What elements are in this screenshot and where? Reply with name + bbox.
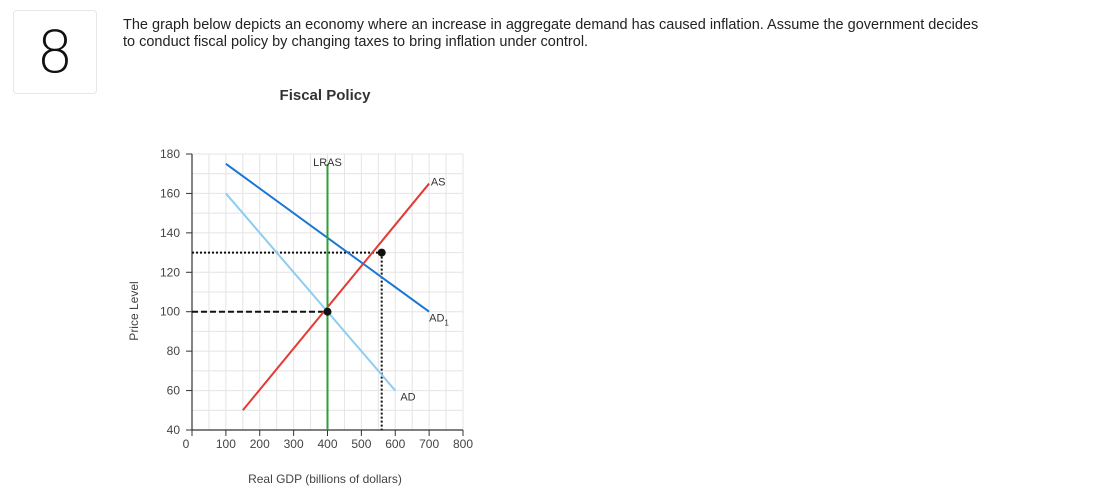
equilibrium-points <box>323 248 386 316</box>
y-tick-label: 180 <box>160 147 180 161</box>
x-tick-label: 800 <box>453 437 473 451</box>
curve-as <box>242 182 430 411</box>
question-number: 8 <box>13 10 97 94</box>
chart-series <box>225 163 430 430</box>
y-tick-label: 120 <box>160 265 180 279</box>
x-tick-label: 0 <box>183 437 190 451</box>
question-text-line-2: to conduct fiscal policy by changing tax… <box>123 34 589 50</box>
x-tick-label: 300 <box>284 437 304 451</box>
question-text: The graph below depicts an economy where… <box>123 17 1083 51</box>
curve-ad <box>225 192 397 392</box>
y-tick-label: 40 <box>167 423 181 437</box>
curve-label-subscript: 1 <box>444 319 449 328</box>
curve-labels: LRAS AS AD1 AD <box>313 157 449 404</box>
curve-label-lras: LRAS <box>313 157 342 169</box>
y-tick-label: 80 <box>167 344 181 358</box>
x-axis-label: Real GDP (billions of dollars) <box>248 472 402 486</box>
y-tick-label: 140 <box>160 226 180 240</box>
curve-label-ad1: AD1 <box>429 313 449 328</box>
question-text-line-1: The graph below depicts an economy where… <box>123 17 979 33</box>
x-tick-label: 400 <box>317 437 337 451</box>
x-tick-label: 600 <box>385 437 405 451</box>
y-tick-label: 60 <box>167 384 181 398</box>
x-tick-label: 500 <box>351 437 371 451</box>
fiscal-policy-chart: Fiscal Policy 40 60 80 100 120 140 160 180 0 100 2… <box>110 78 530 487</box>
curve-label-ad: AD <box>400 391 415 403</box>
equilibrium-point <box>323 307 332 316</box>
x-tick-label: 700 <box>419 437 439 451</box>
curve-label-as: AS <box>431 177 446 189</box>
y-tick-label: 100 <box>160 305 180 319</box>
x-tick-label: 200 <box>250 437 270 451</box>
y-tick-label: 160 <box>160 186 180 200</box>
y-axis-label: Price Level <box>127 281 141 340</box>
x-tick-label: 100 <box>216 437 236 451</box>
equilibrium-point <box>377 248 386 257</box>
chart-title: Fiscal Policy <box>280 87 372 104</box>
